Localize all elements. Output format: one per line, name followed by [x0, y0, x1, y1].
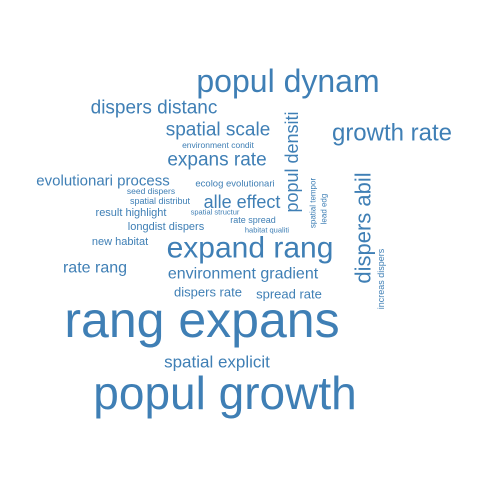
word-rate-rang: rate rang — [63, 260, 127, 277]
word-spatial-explicit: spatial explicit — [164, 353, 270, 372]
word-spatial-distribut: spatial distribut — [130, 196, 191, 206]
word-expand-rang: expand rang — [167, 232, 334, 265]
word-spatial-tempor: spatial tempor — [309, 178, 318, 229]
word-rate-spread: rate spread — [230, 215, 276, 225]
word-growth-rate: growth rate — [332, 120, 452, 147]
word-longdist-dispers: longdist dispers — [128, 221, 205, 233]
word-ecolog-evolutionari: ecolog evolutionari — [195, 179, 274, 190]
word-environment-condit: environment condit — [182, 140, 254, 150]
word-popul-dynam: popul dynam — [196, 63, 379, 99]
word-result-highlight: result highlight — [96, 207, 167, 219]
word-seed-dispers: seed dispers — [127, 186, 175, 196]
word-expans-rate: expans rate — [167, 150, 266, 171]
word-rang-expans: rang expans — [64, 292, 339, 348]
word-popul-growth: popul growth — [93, 367, 356, 419]
word-dispers-abil: dispers abil — [351, 172, 376, 283]
word-increas-dispers: increas dispers — [376, 248, 386, 309]
word-lead-edg: lead edg — [320, 194, 329, 225]
word-spatial-scale: spatial scale — [166, 120, 271, 141]
word-spread-rate: spread rate — [256, 287, 322, 302]
word-new-habitat: new habitat — [92, 236, 148, 248]
word-dispers-distanc: dispers distanc — [91, 98, 218, 119]
word-environment-gradient: environment gradient — [168, 266, 319, 283]
word-evolutionari-process: evolutionari process — [36, 173, 169, 190]
word-alle-effect: alle effect — [204, 192, 281, 212]
word-dispers-rate: dispers rate — [174, 285, 242, 300]
word-habitat-qualiti: habitat qualiti — [245, 226, 290, 235]
word-popul-densiti: popul densiti — [282, 111, 302, 212]
word-spatial-structur: spatial structur — [191, 208, 240, 217]
